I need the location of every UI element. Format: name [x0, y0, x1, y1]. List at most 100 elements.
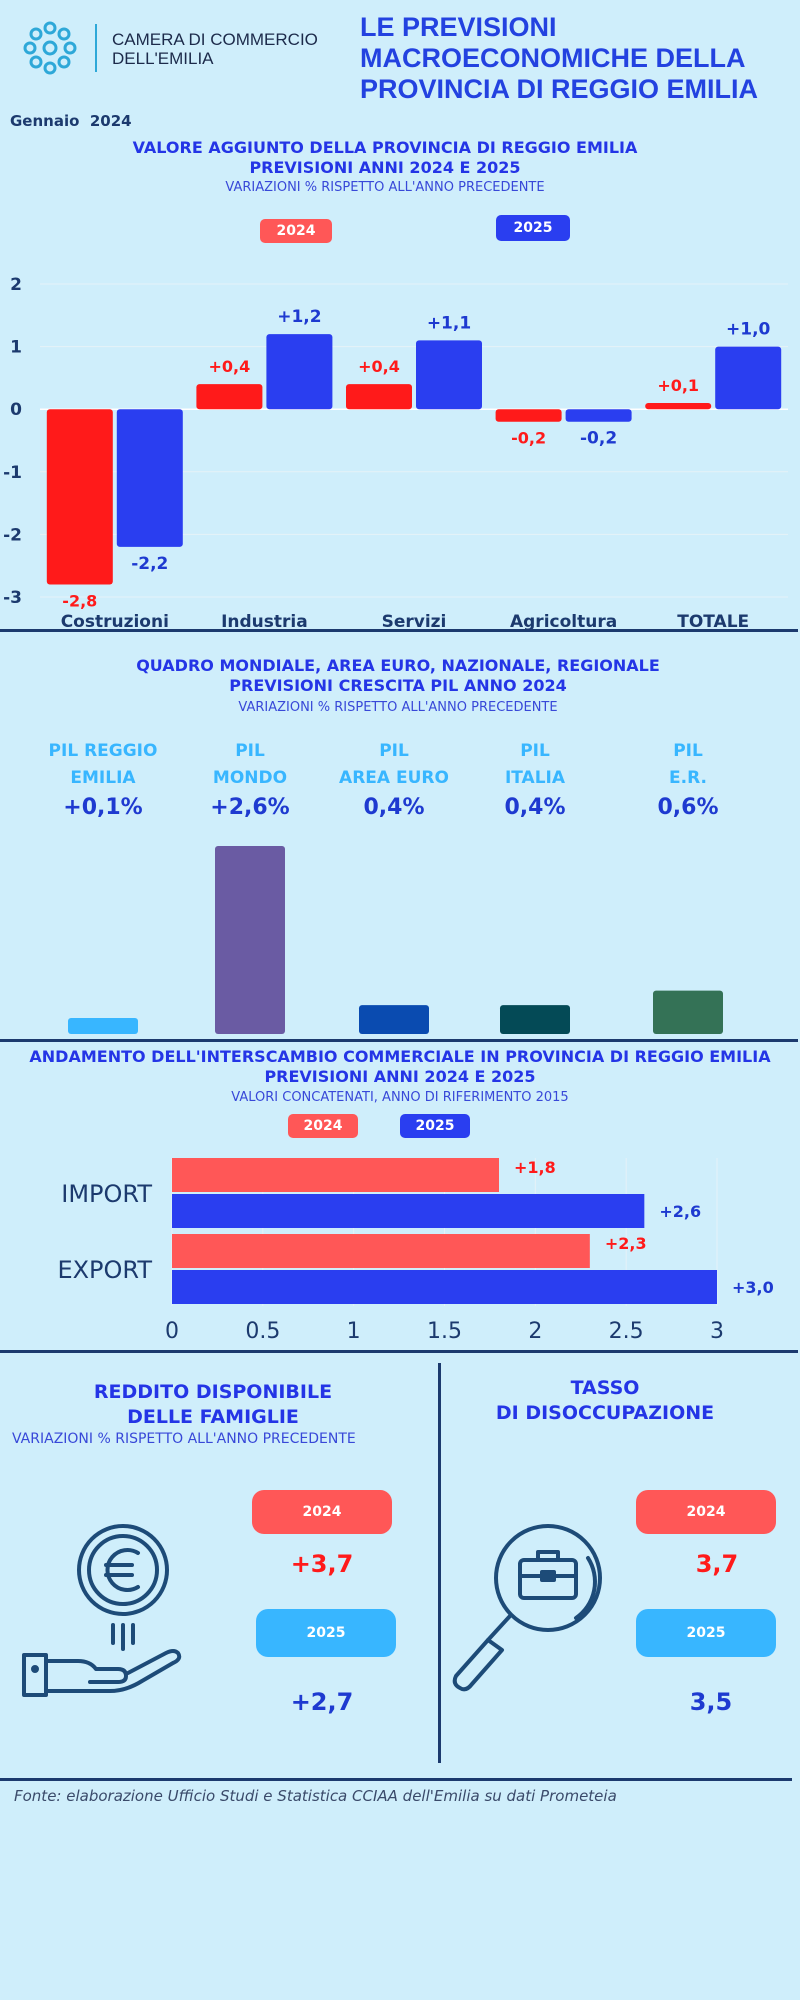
trade-bar-2025 — [172, 1194, 645, 1228]
title-line1: LE PREVISIONI — [360, 12, 557, 42]
logo-divider — [95, 24, 97, 72]
bar-2024 — [46, 409, 113, 585]
section2-title-line2: PREVISIONI CRESCITA PIL ANNO 2024 — [229, 676, 567, 695]
legend1-2025: 2025 — [496, 215, 570, 241]
report-date: Gennaio 2024 — [10, 112, 132, 130]
pil-bar — [68, 1018, 138, 1034]
data-label: -2,8 — [62, 591, 97, 610]
y-tick-label: EXPORT — [57, 1256, 152, 1284]
section3-subtitle: VALORI CONCATENATI, ANNO DI RIFERIMENTO … — [231, 1090, 569, 1105]
y-tick-label: -1 — [3, 463, 22, 483]
pil-category-label: E.R. — [669, 768, 707, 788]
x-tick-label: Costruzioni — [61, 612, 169, 632]
bar-2024 — [495, 409, 562, 422]
bar-2024 — [645, 402, 712, 410]
reddito-title-line1: REDDITO DISPONIBILE — [93, 1381, 333, 1403]
section1-title-line1: VALORE AGGIUNTO DELLA PROVINCIA DI REGGI… — [132, 138, 638, 157]
legend1-2024: 2024 — [260, 219, 332, 243]
x-tick-label: 2.5 — [609, 1319, 644, 1344]
y-tick-label: -3 — [3, 588, 22, 608]
data-label: +3,0 — [732, 1278, 774, 1297]
reddito-subtitle: VARIAZIONI % RISPETTO ALL'ANNO PRECEDENT… — [12, 1431, 356, 1447]
pil-category-label: PIL — [673, 741, 703, 761]
bar-2025 — [715, 346, 782, 410]
section-divider-4 — [0, 1778, 792, 1781]
y-tick-label: 0 — [10, 400, 22, 420]
title-line2: MACROECONOMICHE DELLA — [360, 43, 746, 73]
y-tick-label: 2 — [10, 275, 22, 295]
pil-value-label: 0,4% — [504, 795, 565, 820]
logo-line2: DELL'EMILIA — [112, 49, 214, 68]
pil-category-label: AREA EURO — [339, 768, 449, 788]
data-label: +0,4 — [358, 357, 400, 376]
trade-bar-2024 — [172, 1158, 499, 1192]
section3-title-line2: PREVISIONI ANNI 2024 E 2025 — [264, 1067, 536, 1086]
data-label: -2,2 — [131, 554, 168, 574]
pil-category-label: ITALIA — [505, 768, 566, 788]
bar-2025 — [416, 340, 482, 410]
euro-coin-hand-icon — [22, 1524, 182, 1697]
source-note: Fonte: elaborazione Ufficio Studi e Stat… — [14, 1787, 617, 1805]
x-tick-label: 2 — [528, 1319, 542, 1344]
pil-bar — [359, 1005, 429, 1034]
section-divider-2 — [0, 1039, 798, 1042]
title-line3: PROVINCIA DI REGGIO EMILIA — [360, 74, 759, 104]
disoccupazione-2025-value: 3,5 — [689, 1688, 733, 1716]
x-tick-label: Industria — [221, 612, 308, 632]
data-label: +1,1 — [427, 313, 471, 333]
bar-2024 — [346, 384, 412, 410]
disoccupazione-2024-value: 3,7 — [695, 1550, 739, 1578]
section2-title: QUADRO MONDIALE, AREA EURO, NAZIONALE, R… — [0, 656, 798, 696]
data-label: +1,0 — [726, 320, 771, 340]
reddito-title: REDDITO DISPONIBILE DELLE FAMIGLIE — [18, 1380, 408, 1430]
x-tick-label: 1 — [347, 1319, 361, 1344]
legend3-2024: 2024 — [288, 1114, 358, 1138]
x-tick-label: 1.5 — [427, 1319, 462, 1344]
section1-subtitle: VARIAZIONI % RISPETTO ALL'ANNO PRECEDENT… — [225, 180, 545, 195]
section1-title-line2: PREVISIONI ANNI 2024 E 2025 — [249, 158, 521, 177]
disoccupazione-2025-badge: 2025 — [636, 1609, 776, 1657]
reddito-2025-value: +2,7 — [290, 1688, 354, 1716]
disoccupazione-2024-badge: 2024 — [636, 1490, 776, 1534]
vertical-divider — [438, 1363, 441, 1763]
bar-2024 — [196, 384, 263, 410]
y-tick-label: IMPORT — [61, 1180, 152, 1208]
reddito-2025-badge: 2025 — [256, 1609, 396, 1657]
y-tick-label: 1 — [10, 338, 22, 358]
pil-bar — [500, 1005, 570, 1034]
bar-2025 — [565, 409, 632, 422]
section-divider-1 — [0, 629, 798, 632]
disoccupazione-title-line1: TASSO — [570, 1377, 640, 1399]
pil-category-label: PIL — [235, 741, 265, 761]
section3-title: ANDAMENTO DELL'INTERSCAMBIO COMMERCIALE … — [0, 1047, 800, 1087]
section-divider-3 — [0, 1350, 798, 1353]
logo-line1: CAMERA DI COMMERCIO — [112, 30, 318, 49]
data-label: -0,2 — [511, 429, 546, 448]
pil-category-label: PIL — [379, 741, 409, 761]
data-label: -0,2 — [580, 429, 617, 449]
x-tick-label: Servizi — [382, 612, 447, 632]
pil-chart: PIL REGGIO EMILIA +0,1% PIL MONDO +2,6% PIL ARE… — [49, 741, 723, 1034]
trade-bar-2024 — [172, 1234, 590, 1268]
section2-subtitle: VARIAZIONI % RISPETTO ALL'ANNO PRECEDENT… — [238, 700, 558, 715]
page-title: LE PREVISIONI MACROECONOMICHE DELLA PROV… — [360, 12, 758, 105]
bar-2025 — [116, 409, 183, 547]
pil-category-label: MONDO — [213, 768, 287, 788]
reddito-title-line2: DELLE FAMIGLIE — [127, 1406, 299, 1428]
x-tick-label: 3 — [710, 1319, 724, 1344]
section1-title: VALORE AGGIUNTO DELLA PROVINCIA DI REGGI… — [0, 138, 785, 178]
y-tick-label: -2 — [3, 525, 22, 545]
pil-category-label: EMILIA — [70, 768, 136, 788]
section2-title-line1: QUADRO MONDIALE, AREA EURO, NAZIONALE, R… — [136, 656, 660, 675]
data-label: +2,6 — [659, 1202, 701, 1221]
data-label: +1,8 — [514, 1158, 556, 1177]
disoccupazione-title: TASSO DI DISOCCUPAZIONE — [410, 1376, 800, 1426]
disoccupazione-title-line2: DI DISOCCUPAZIONE — [495, 1402, 715, 1424]
x-tick-label: 0.5 — [245, 1319, 280, 1344]
data-label: +0,1 — [657, 376, 699, 395]
value-added-chart: 2 1 0 -1 -2 -3 -2,8 -2,2 Costruzioni +0,4 +1,2 Indu… — [3, 275, 788, 632]
x-tick-label: Agricoltura — [510, 612, 617, 632]
section3-title-line1: ANDAMENTO DELL'INTERSCAMBIO COMMERCIALE … — [29, 1047, 771, 1066]
logo-text: CAMERA DI COMMERCIO DELL'EMILIA — [112, 30, 318, 68]
x-tick-label: 0 — [165, 1319, 179, 1344]
